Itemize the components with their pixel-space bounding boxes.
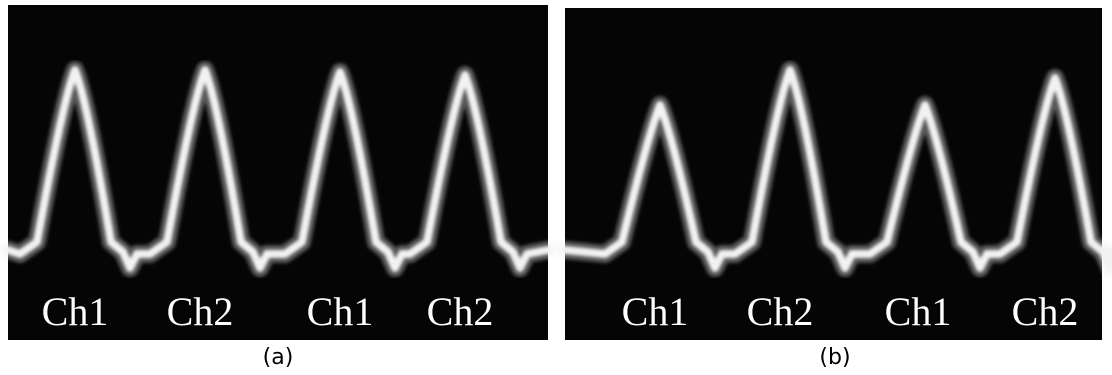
panel-caption: (a) bbox=[263, 345, 294, 370]
channel-label: Ch2 bbox=[1012, 289, 1079, 334]
figure: Ch1Ch2Ch1Ch2(a)Ch1Ch2Ch1Ch2(b) bbox=[0, 0, 1112, 375]
channel-label: Ch1 bbox=[885, 289, 952, 334]
channel-label: Ch1 bbox=[42, 289, 109, 334]
channel-label: Ch1 bbox=[307, 289, 374, 334]
channel-label: Ch2 bbox=[747, 289, 814, 334]
channel-label: Ch2 bbox=[167, 289, 234, 334]
channel-label: Ch2 bbox=[427, 289, 494, 334]
channel-label: Ch1 bbox=[622, 289, 689, 334]
panel-caption: (b) bbox=[819, 345, 850, 370]
